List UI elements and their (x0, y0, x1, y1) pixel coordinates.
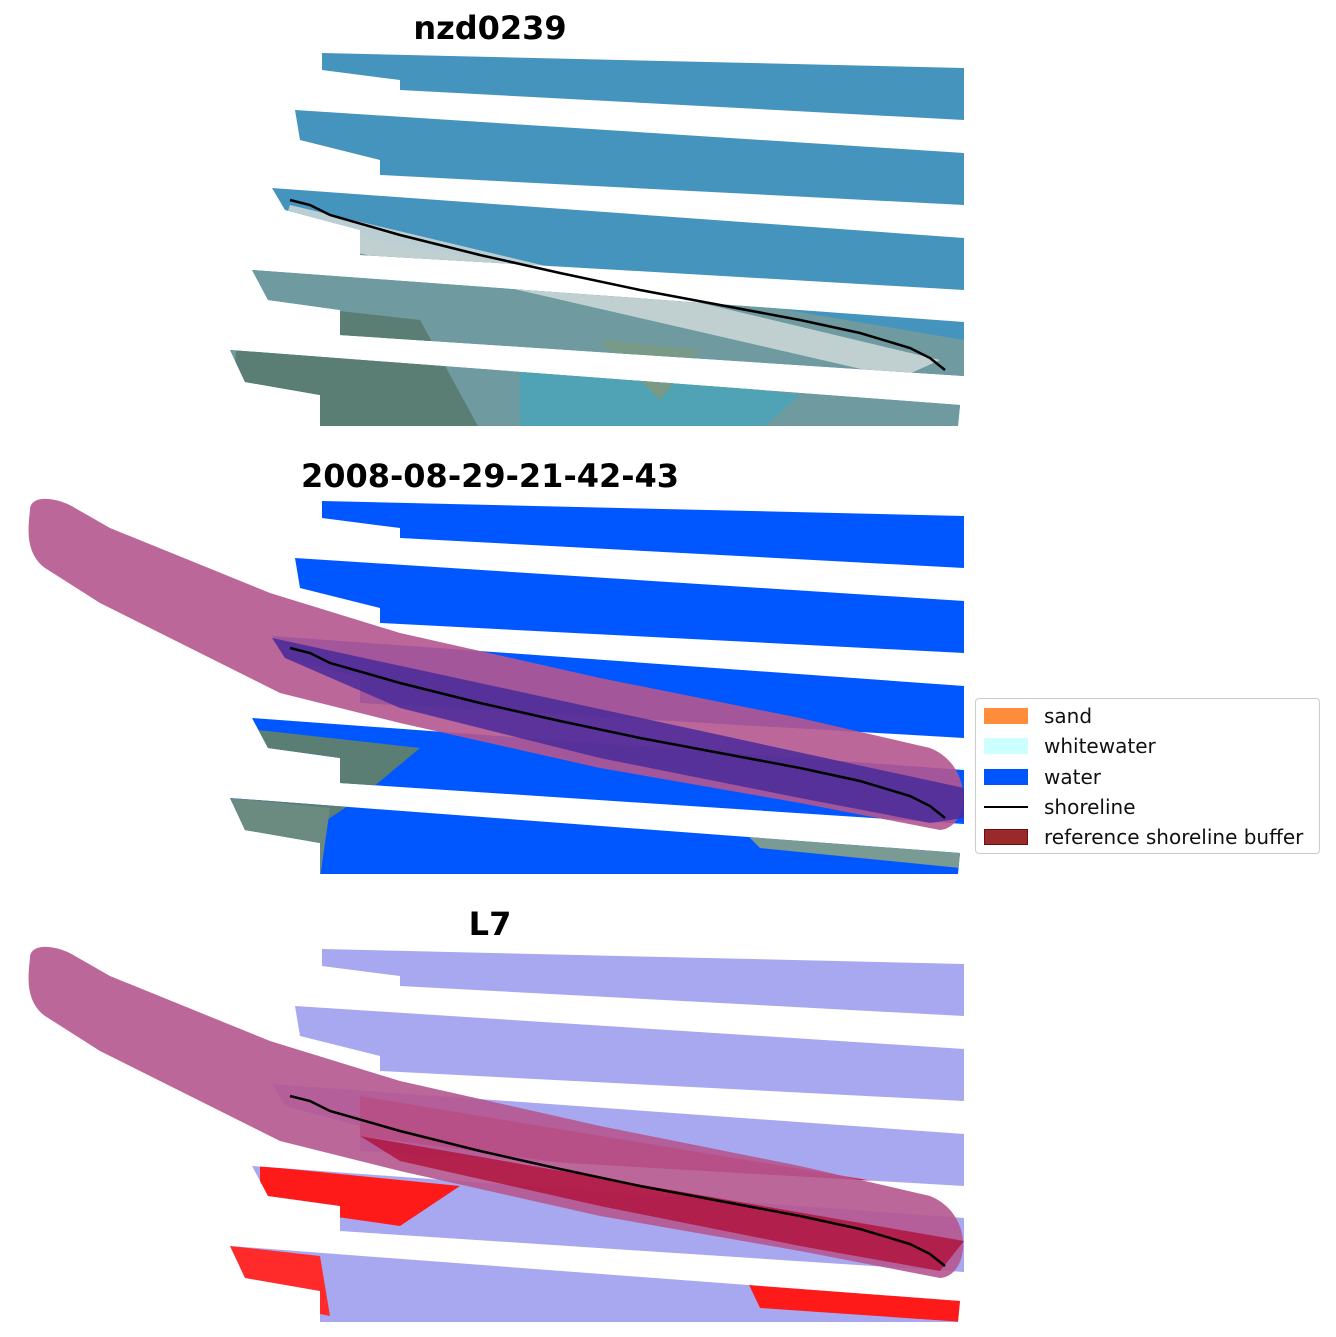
legend-label: whitewater (1044, 734, 1156, 758)
legend-item-water: water (984, 765, 1101, 789)
buffer-land-overlap (360, 1136, 964, 1271)
index-image-panel (28, 946, 964, 1322)
panel-title-rgb: nzd0239 (413, 9, 567, 47)
panel-title-classified: 2008-08-29-21-42-43 (300, 457, 680, 495)
buffer-water-overlap (272, 638, 964, 823)
panel-title-index: L7 (468, 905, 512, 943)
shoreline-line (289, 1094, 946, 1267)
legend-item-sand: sand (984, 704, 1092, 728)
legend-item-whitewater: whitewater (984, 734, 1156, 758)
satellite-image (230, 53, 964, 426)
rgb-image-panel (230, 53, 964, 426)
legend-label: shoreline (1044, 795, 1136, 819)
classified-image-panel (28, 498, 964, 874)
legend-swatch-water (984, 769, 1028, 785)
legend-label: sand (1044, 704, 1093, 728)
legend-item-reference-buffer: reference shoreline buffer (984, 825, 1303, 849)
legend-label: reference shoreline buffer (1044, 825, 1304, 849)
legend-swatch-sand (984, 708, 1028, 724)
legend: sand whitewater water shoreline referenc… (975, 698, 1320, 854)
legend-item-shoreline: shoreline (984, 795, 1136, 819)
reference-buffer (28, 946, 964, 1278)
legend-swatch-reference-buffer (984, 829, 1028, 845)
shoreline-line (289, 198, 946, 371)
legend-swatch-whitewater (984, 738, 1028, 754)
legend-line-shoreline (984, 806, 1028, 808)
shoreline-line (289, 646, 946, 819)
legend-label: water (1044, 765, 1101, 789)
